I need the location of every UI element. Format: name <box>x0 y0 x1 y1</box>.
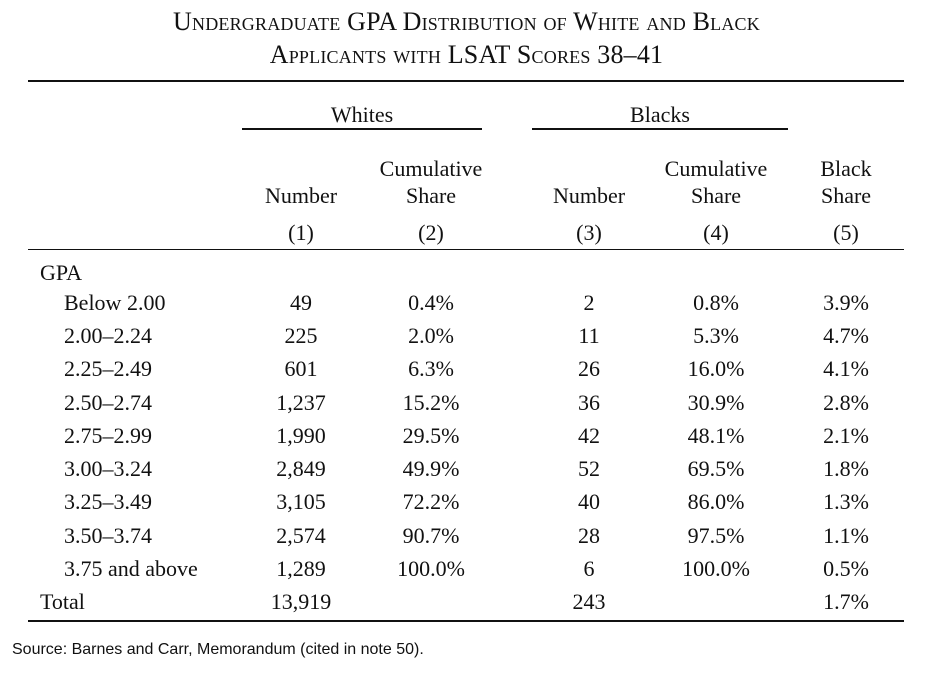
column-index-5: (5) <box>833 220 859 245</box>
bottom-rule <box>28 620 904 622</box>
table-cell: 97.5% <box>687 523 745 548</box>
table-cell: 1,990 <box>276 423 326 448</box>
table-cell: 0.4% <box>408 290 454 315</box>
table-cell: 28 <box>578 523 600 548</box>
table-cell: 0.8% <box>693 290 739 315</box>
table-cell: 601 <box>284 356 318 381</box>
table-cell: 6.3% <box>408 356 454 381</box>
column-header-bottom-4: Share <box>690 183 742 208</box>
column-index-3: (3) <box>576 220 602 245</box>
header-rule <box>28 249 904 250</box>
whites-underline <box>242 128 482 130</box>
row-group-label: GPA <box>40 260 82 285</box>
column-header-top-5: Black <box>820 156 872 181</box>
column-header-bottom-3: Number <box>552 183 626 208</box>
column-index-4: (4) <box>703 220 729 245</box>
row-label: 3.25–3.49 <box>64 489 152 514</box>
row-label: 3.00–3.24 <box>64 456 152 481</box>
column-header-bottom-2: Share <box>405 183 457 208</box>
table-cell: 4.1% <box>823 356 869 381</box>
title-line-2: Applicants with LSAT Scores 38–41 <box>269 40 664 69</box>
column-header-bottom-1: Number <box>264 183 338 208</box>
table-cell: 2 <box>583 290 595 315</box>
column-index-2: (2) <box>418 220 444 245</box>
column-header-bottom-5: Share <box>820 183 872 208</box>
row-label: 2.50–2.74 <box>64 390 152 415</box>
row-label: 2.75–2.99 <box>64 423 152 448</box>
table-cell: 100.0% <box>397 556 465 581</box>
column-header-top-4: Cumulative <box>664 156 768 181</box>
table-cell: 26 <box>578 356 600 381</box>
table-cell: 1,289 <box>276 556 326 581</box>
table-cell: 3.9% <box>823 290 869 315</box>
table-cell: 11 <box>578 323 600 348</box>
table-cell: 1.1% <box>823 523 869 548</box>
table-cell: 13,919 <box>270 589 332 614</box>
table-cell: 5.3% <box>693 323 739 348</box>
table-cell: 4.7% <box>823 323 869 348</box>
table-cell: 90.7% <box>402 523 460 548</box>
group-header-whites: Whites <box>330 102 394 127</box>
table-cell: 2.0% <box>408 323 454 348</box>
source-note: Source: Barnes and Carr, Memorandum (cit… <box>12 641 424 658</box>
table-cell: 3,105 <box>276 489 326 514</box>
table-cell: 29.5% <box>402 423 460 448</box>
table-cell: 48.1% <box>687 423 745 448</box>
table-cell: 2.8% <box>823 390 869 415</box>
top-rule <box>28 80 904 82</box>
table-cell: 40 <box>578 489 600 514</box>
row-label: 2.00–2.24 <box>64 323 152 348</box>
table-cell: 243 <box>572 589 606 614</box>
table-cell: 72.2% <box>402 489 460 514</box>
table-cell: 30.9% <box>687 390 745 415</box>
table-cell: 16.0% <box>687 356 745 381</box>
column-header-top-2: Cumulative <box>379 156 483 181</box>
table-cell: 1.8% <box>823 456 869 481</box>
table-cell: 86.0% <box>687 489 745 514</box>
row-label: 3.50–3.74 <box>64 523 152 548</box>
table-cell: 2,849 <box>276 456 326 481</box>
table-cell: 6 <box>583 556 595 581</box>
table-cell: 52 <box>578 456 600 481</box>
blacks-underline <box>532 128 788 130</box>
table-cell: 100.0% <box>682 556 750 581</box>
table-cell: 1,237 <box>276 390 326 415</box>
row-label: 3.75 and above <box>64 556 198 581</box>
table-cell: 69.5% <box>687 456 745 481</box>
table-cell: 1.7% <box>823 589 869 614</box>
column-index-1: (1) <box>288 220 314 245</box>
table-cell: 1.3% <box>823 489 869 514</box>
table-cell: 225 <box>284 323 318 348</box>
row-label: Below 2.00 <box>64 290 166 315</box>
table-cell: 42 <box>578 423 600 448</box>
table-cell: 36 <box>578 390 600 415</box>
group-header-blacks: Blacks <box>630 102 690 127</box>
title-line-1: Undergraduate GPA Distribution of White … <box>173 7 760 36</box>
row-label: 2.25–2.49 <box>64 356 152 381</box>
table-cell: 49 <box>290 290 312 315</box>
table-cell: 15.2% <box>402 390 460 415</box>
row-label: Total <box>40 589 85 614</box>
table-cell: 49.9% <box>402 456 460 481</box>
table-cell: 2,574 <box>276 523 326 548</box>
table-cell: 2.1% <box>823 423 869 448</box>
table-cell: 0.5% <box>823 556 869 581</box>
